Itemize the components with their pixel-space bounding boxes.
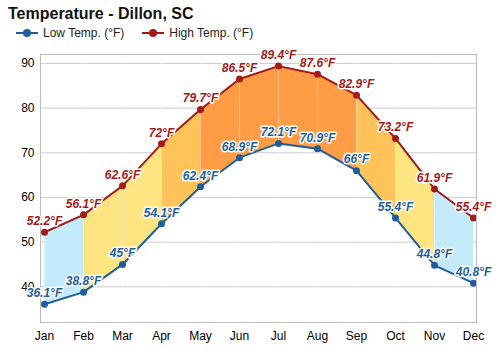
svg-text:50: 50: [21, 235, 35, 249]
svg-text:44.8°F: 44.8°F: [416, 247, 453, 261]
svg-text:79.7°F: 79.7°F: [183, 91, 219, 105]
svg-text:Dec: Dec: [463, 329, 484, 343]
svg-text:45°F: 45°F: [109, 246, 136, 260]
svg-text:70.9°F: 70.9°F: [300, 131, 336, 145]
html-text:Temperature - Dillon, SC: Temperature - Dillon, SC: [8, 5, 194, 22]
svg-text:86.5°F: 86.5°F: [222, 61, 258, 75]
svg-text:38.8°F: 38.8°F: [66, 274, 102, 288]
svg-text:72.1°F: 72.1°F: [261, 125, 297, 139]
svg-text:52.2°F: 52.2°F: [27, 214, 63, 228]
svg-text:73.2°F: 73.2°F: [378, 120, 414, 134]
svg-text:Jul: Jul: [271, 329, 286, 343]
svg-text:May: May: [189, 329, 212, 343]
svg-text:Oct: Oct: [386, 329, 405, 343]
svg-text:68.9°F: 68.9°F: [222, 140, 258, 154]
svg-text:62.6°F: 62.6°F: [105, 168, 141, 182]
svg-text:62.4°F: 62.4°F: [183, 169, 219, 183]
svg-text:61.9°F: 61.9°F: [417, 171, 453, 185]
svg-text:Sep: Sep: [346, 329, 368, 343]
html-text:High Temp. (°F): High Temp. (°F): [169, 26, 254, 40]
svg-text:Jun: Jun: [230, 329, 249, 343]
svg-text:70: 70: [21, 146, 35, 160]
svg-text:82.9°F: 82.9°F: [339, 77, 375, 91]
svg-text:60: 60: [21, 190, 35, 204]
svg-text:Jan: Jan: [35, 329, 54, 343]
svg-text:55.4°F: 55.4°F: [456, 200, 492, 214]
svg-text:55.4°F: 55.4°F: [378, 200, 414, 214]
svg-text:87.6°F: 87.6°F: [300, 56, 336, 70]
svg-text:80: 80: [21, 101, 35, 115]
html-text:Low Temp. (°F): Low Temp. (°F): [43, 26, 125, 40]
svg-text:40.8°F: 40.8°F: [455, 265, 492, 279]
svg-text:56.1°F: 56.1°F: [66, 197, 102, 211]
svg-text:Feb: Feb: [73, 329, 94, 343]
svg-text:72°F: 72°F: [149, 126, 175, 140]
svg-text:Mar: Mar: [112, 329, 133, 343]
svg-text:54.1°F: 54.1°F: [144, 206, 180, 220]
svg-text:Aug: Aug: [307, 329, 328, 343]
svg-text:89.4°F: 89.4°F: [261, 48, 297, 62]
svg-text:36.1°F: 36.1°F: [27, 286, 63, 300]
svg-text:90: 90: [21, 56, 35, 70]
svg-text:Nov: Nov: [424, 329, 445, 343]
svg-text:66°F: 66°F: [344, 152, 370, 166]
svg-text:Apr: Apr: [152, 329, 171, 343]
